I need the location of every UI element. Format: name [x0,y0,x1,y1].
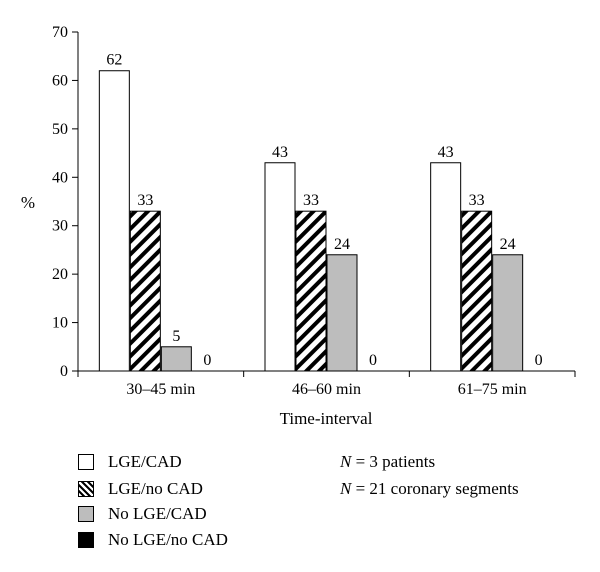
bars [98,70,524,372]
x-tick-label: 46–60 min [292,381,361,398]
note-segments: N = 21 coronary segments [340,479,519,499]
y-tick-label: 70 [52,24,68,41]
data-label: 33 [469,192,485,209]
legend-label: LGE/no CAD [108,479,203,498]
data-label: 24 [500,236,516,253]
y-tick-label: 50 [52,121,68,138]
y-tick-label: 10 [52,315,68,332]
legend-label: LGE/CAD [108,452,182,471]
y-tick-label: 0 [60,363,68,380]
note-variable: N [340,452,352,471]
y-tick-label: 40 [52,169,68,186]
data-labels: 62 33 5 0 43 33 24 0 43 33 24 0 [106,52,542,369]
data-label: 33 [137,192,153,209]
data-label: 43 [438,144,454,161]
y-tick-label: 20 [52,266,68,283]
x-tick-label: 30–45 min [126,381,195,398]
note-variable: N [340,479,352,498]
data-label: 62 [106,52,122,69]
legend-swatch-hatched [78,481,94,497]
data-label: 5 [172,328,180,345]
y-tick-label: 30 [52,218,68,235]
note-patients: N = 3 patients [340,452,435,472]
bar [264,162,296,372]
data-label: 24 [334,236,350,253]
bar [326,254,358,372]
data-label: 33 [303,192,319,209]
legend-swatch-black [78,532,94,548]
note-text: = 3 patients [351,452,436,471]
y-tick-label: 60 [52,72,68,89]
legend-swatch-gray [78,506,94,522]
data-label: 0 [535,352,543,369]
bar [295,210,327,372]
legend-label: No LGE/CAD [108,504,207,523]
bar [492,254,524,372]
bar [461,210,493,372]
data-label: 0 [203,352,211,369]
bar [129,210,161,372]
data-label: 43 [272,144,288,161]
legend-label: No LGE/no CAD [108,530,228,549]
x-axis-label: Time-interval [280,409,373,428]
bar [160,346,192,372]
data-label: 0 [369,352,377,369]
y-axis: 0 10 20 30 40 50 60 70 [52,24,79,380]
x-tick-label: 61–75 min [458,381,527,398]
legend-swatch-white [78,454,94,470]
note-text: = 21 coronary segments [351,479,519,498]
bar [98,70,130,372]
y-axis-label: % [21,193,35,212]
bar [430,162,462,372]
x-axis: 30–45 min 46–60 min 61–75 min [77,370,576,398]
